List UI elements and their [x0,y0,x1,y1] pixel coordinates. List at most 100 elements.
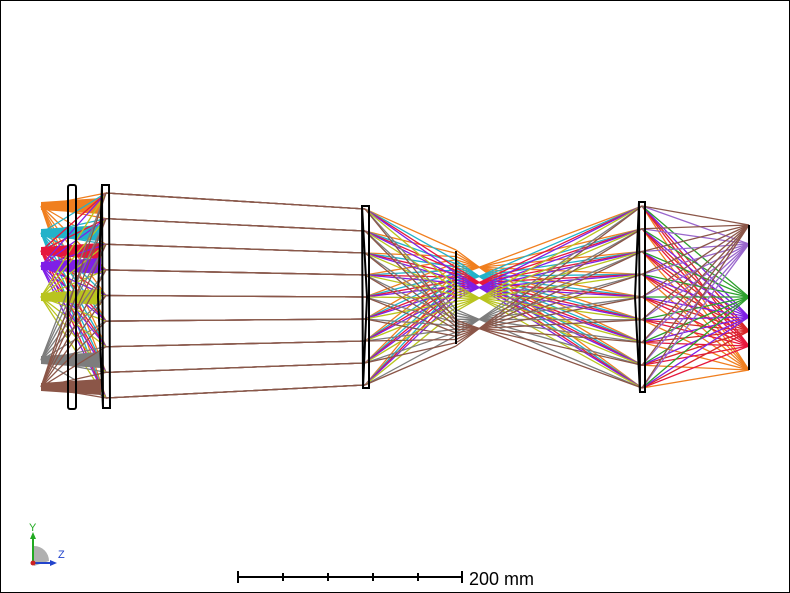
ray [40,296,107,322]
ray [105,294,366,298]
ray [364,296,457,334]
z-axis-label: Z [58,549,65,561]
ray [105,243,366,254]
ray [364,345,457,386]
ray-bundles [40,192,750,399]
ray [364,252,457,281]
ray [40,371,107,388]
ray [641,224,750,366]
ray [641,296,750,347]
ray [364,318,457,337]
ray [364,274,457,284]
ray [105,217,366,232]
ray [40,192,107,207]
ray [641,345,750,366]
ray [641,316,750,389]
ray [641,224,750,321]
ray [455,250,643,294]
ray [641,243,750,343]
y-axis-label: Y [29,522,37,534]
ray [364,230,457,314]
lens-2 [96,184,112,409]
ray [105,192,366,210]
ray [641,273,750,298]
ray [40,192,107,298]
ray [455,228,643,297]
ray [641,251,750,347]
ray [641,205,750,298]
ray [641,243,750,389]
ray [364,274,457,331]
ray [40,295,107,388]
ray [40,269,107,388]
ray [455,284,643,389]
ray [364,288,457,320]
lens-3 [360,205,370,389]
ray [641,316,750,344]
ray [364,230,457,254]
ray [641,296,750,321]
ray [455,312,643,366]
ray [641,296,750,366]
ray [641,205,750,226]
lens-4 [633,201,646,393]
ray [641,205,750,347]
ray [364,334,457,386]
lens-1 [67,184,77,410]
ray [40,192,107,267]
ray [455,228,643,274]
ray [455,205,643,347]
ray [455,279,643,344]
ray [40,294,107,298]
ray [641,228,750,347]
ray [641,273,750,347]
ray [641,345,750,389]
ray [455,322,643,366]
ray [364,331,457,364]
ray [455,296,643,324]
triad-quadrant [34,546,49,566]
ray [364,252,457,328]
ray [455,205,643,288]
ray [40,192,107,361]
ray [364,274,457,320]
ray [455,205,643,300]
ray [364,279,457,298]
ray [40,218,107,298]
ray [455,325,643,344]
ray [455,228,643,344]
ray [641,224,750,389]
ray [641,243,750,321]
ray [455,272,643,389]
scale-bar [237,571,463,583]
ray [455,273,643,285]
ray [641,330,750,389]
ray [40,218,107,388]
ray [364,230,457,272]
z-arrowhead [50,560,57,566]
ray [364,342,457,364]
ray [455,319,643,331]
ray [641,296,750,344]
ray [364,252,457,275]
ray [364,230,457,278]
source-fan [41,352,101,368]
ray [105,384,366,399]
ray [641,316,750,366]
ray [455,296,643,299]
ray [364,208,457,268]
lens-elements [67,184,646,410]
ray [455,250,643,341]
ray [641,316,750,321]
ray [364,328,457,342]
ray [364,252,457,258]
ray [364,208,457,274]
ray [641,341,750,347]
ray [641,224,750,275]
axis-triad: Y Z [29,522,65,566]
ray [364,208,457,310]
ray [455,205,643,312]
ray [40,346,107,388]
x-axis-dot [30,560,36,566]
